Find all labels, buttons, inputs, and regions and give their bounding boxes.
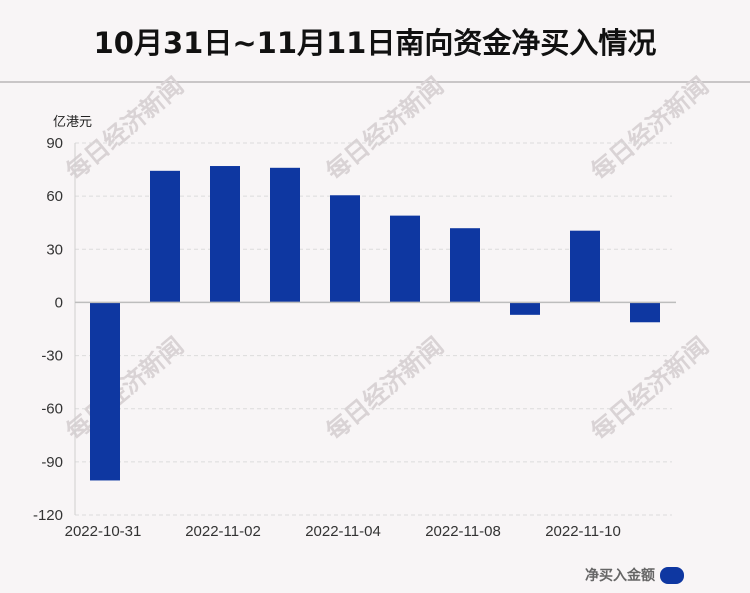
bar-2022-11-10 bbox=[570, 230, 600, 303]
legend: 净买入金额 bbox=[585, 567, 684, 584]
bar-2022-10-31 bbox=[90, 302, 120, 481]
x-tick-labels: 2022-10-31 2022-11-02 2022-11-04 2022-11-08… bbox=[65, 523, 621, 540]
y-tick-label: 90 bbox=[46, 135, 63, 152]
bar-2022-11-04 bbox=[330, 195, 360, 303]
legend-label: 净买入金额 bbox=[585, 567, 655, 584]
watermark-text: 每日经济新闻 bbox=[585, 71, 714, 186]
y-tick-label: 0 bbox=[55, 294, 63, 311]
watermark-text: 每日经济新闻 bbox=[320, 71, 449, 186]
bar-2022-11-09 bbox=[510, 302, 540, 315]
y-tick-labels: 90 60 30 0 -30 -60 -90 -120 bbox=[33, 135, 63, 524]
bar-2022-11-11 bbox=[630, 302, 660, 323]
x-tick-label: 2022-11-08 bbox=[425, 523, 501, 540]
watermark-text: 每日经济新闻 bbox=[60, 331, 189, 446]
x-tick-label: 2022-11-02 bbox=[185, 523, 261, 540]
x-tick-label: 2022-11-04 bbox=[305, 523, 381, 540]
y-tick-label: -30 bbox=[41, 348, 63, 365]
chart-title: 10月31日~11月11日南向资金净买入情况 bbox=[93, 25, 657, 60]
bar-2022-11-03 bbox=[270, 167, 300, 303]
x-tick-label: 2022-10-31 bbox=[65, 523, 142, 540]
axes bbox=[74, 143, 676, 515]
title-divider bbox=[0, 81, 750, 83]
y-tick-label: -120 bbox=[33, 507, 63, 524]
watermark-text: 每日经济新闻 bbox=[585, 331, 714, 446]
bar-2022-11-02 bbox=[210, 166, 240, 303]
watermark-text: 每日经济新闻 bbox=[320, 331, 449, 446]
legend-swatch bbox=[660, 567, 684, 584]
y-tick-label: 60 bbox=[46, 188, 63, 205]
bars bbox=[90, 166, 660, 481]
bar-2022-11-08 bbox=[450, 228, 480, 303]
bar-2022-11-07 bbox=[390, 215, 420, 303]
y-unit-label: 亿港元 bbox=[53, 115, 92, 130]
y-tick-label: 30 bbox=[46, 241, 63, 258]
y-tick-label: -90 bbox=[41, 454, 63, 471]
bar-2022-11-01 bbox=[150, 170, 180, 303]
y-tick-label: -60 bbox=[41, 401, 63, 418]
x-tick-label: 2022-11-10 bbox=[545, 523, 621, 540]
